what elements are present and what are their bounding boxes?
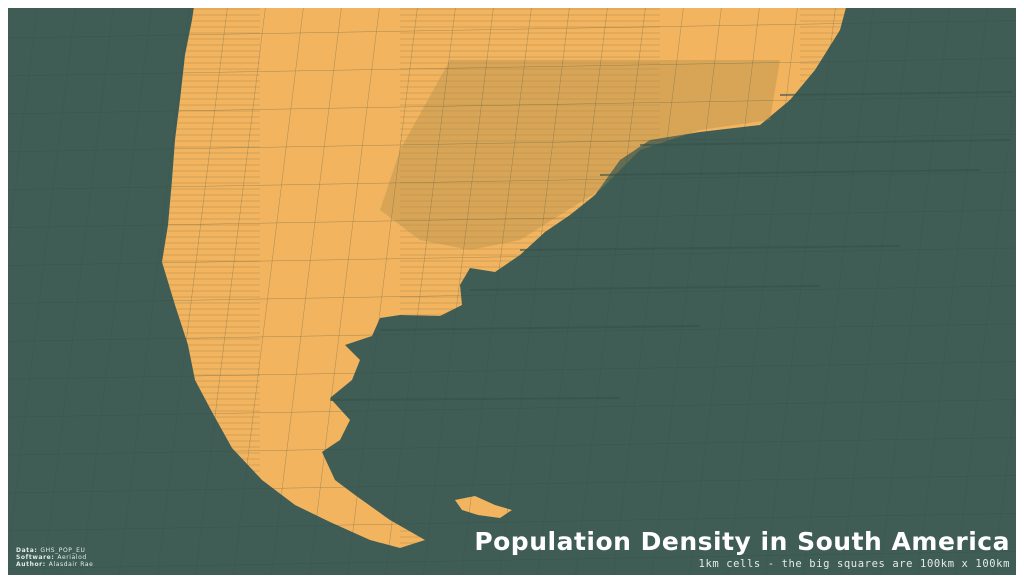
subtitle: 1km cells - the big squares are 100km x … — [699, 558, 1010, 570]
title: Population Density in South America — [474, 527, 1010, 556]
credit-value: Aerialod — [57, 554, 86, 561]
credit-line: Data: GHS_POP_EU — [16, 547, 85, 554]
credit-value: Alasdair Rae — [49, 561, 94, 568]
credit-label: Data: — [16, 547, 37, 554]
credit-label: Software: — [16, 554, 54, 561]
credit-line: Author: Alasdair Rae — [16, 561, 93, 568]
grid — [8, 8, 1016, 575]
credit-value: GHS_POP_EU — [40, 547, 85, 554]
credit-line: Software: Aerialod — [16, 554, 87, 561]
credit-label: Author: — [16, 561, 46, 568]
